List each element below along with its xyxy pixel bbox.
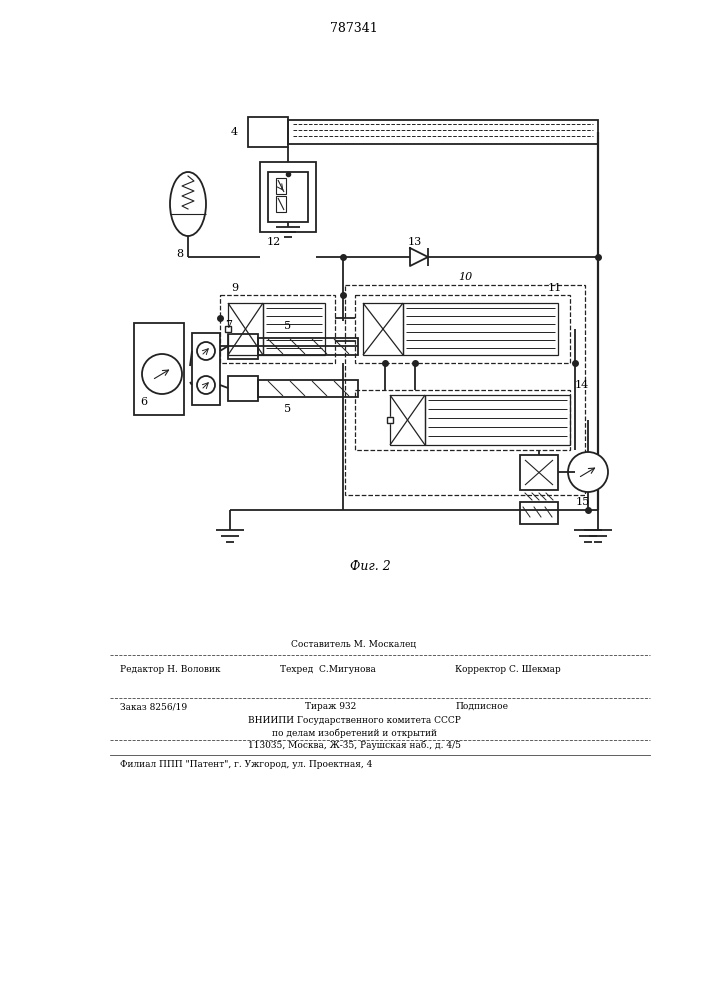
Text: Заказ 8256/19: Заказ 8256/19	[120, 702, 187, 711]
Bar	[520, 455, 558, 490]
Bar	[263, 303, 325, 355]
Bar	[355, 390, 570, 450]
Bar	[248, 117, 288, 147]
Text: Техред  С.Мигунова: Техред С.Мигунова	[280, 665, 376, 674]
Bar	[228, 303, 263, 355]
Text: Филиал ППП "Патент", г. Ужгород, ул. Проектная, 4: Филиал ППП "Патент", г. Ужгород, ул. Про…	[120, 760, 373, 769]
Bar	[276, 196, 286, 212]
Text: Корректор С. Шекмар: Корректор С. Шекмар	[455, 665, 561, 674]
Text: 9: 9	[231, 283, 238, 293]
Bar	[260, 162, 316, 232]
Bar	[288, 120, 598, 144]
Bar	[192, 333, 220, 405]
Bar	[258, 338, 358, 355]
Text: 10: 10	[458, 272, 472, 282]
Bar	[268, 172, 308, 222]
Bar	[228, 376, 258, 401]
Bar	[134, 323, 184, 415]
Text: Подписное: Подписное	[455, 702, 508, 711]
Text: 8: 8	[176, 249, 183, 259]
Text: ВНИИПИ Государственного комитета СССР: ВНИИПИ Государственного комитета СССР	[247, 716, 460, 725]
Bar	[355, 295, 570, 363]
Bar	[258, 380, 358, 397]
Text: 5: 5	[284, 321, 291, 331]
Text: Тираж 932: Тираж 932	[305, 702, 356, 711]
Circle shape	[142, 354, 182, 394]
Bar	[403, 303, 558, 355]
Text: 12: 12	[267, 237, 281, 247]
Bar	[425, 395, 570, 445]
Bar	[363, 303, 403, 355]
Text: 5: 5	[284, 404, 291, 414]
Bar	[390, 395, 425, 445]
Bar	[220, 295, 335, 363]
Text: 15: 15	[576, 497, 590, 507]
Polygon shape	[410, 248, 428, 266]
Circle shape	[568, 452, 608, 492]
Bar	[520, 502, 558, 524]
Text: 787341: 787341	[330, 22, 378, 35]
Bar	[345, 285, 585, 495]
Text: 4: 4	[231, 127, 238, 137]
Text: Составитель М. Москалец: Составитель М. Москалец	[291, 640, 416, 649]
Text: 113035, Москва, Ж-35, Раушская наб., д. 4/5: 113035, Москва, Ж-35, Раушская наб., д. …	[247, 740, 460, 750]
Text: по делам изобретений и открытий: по делам изобретений и открытий	[271, 728, 436, 738]
Text: 14: 14	[575, 380, 589, 390]
Text: 6: 6	[141, 397, 148, 407]
Circle shape	[197, 342, 215, 360]
Bar	[276, 178, 286, 194]
Text: 7: 7	[225, 320, 232, 330]
Circle shape	[197, 376, 215, 394]
Text: Редактор Н. Воловик: Редактор Н. Воловик	[120, 665, 221, 674]
Text: 13: 13	[408, 237, 422, 247]
Bar	[228, 334, 258, 359]
Ellipse shape	[170, 172, 206, 236]
Text: 11: 11	[548, 283, 562, 293]
Text: Фиг. 2: Фиг. 2	[350, 560, 390, 573]
